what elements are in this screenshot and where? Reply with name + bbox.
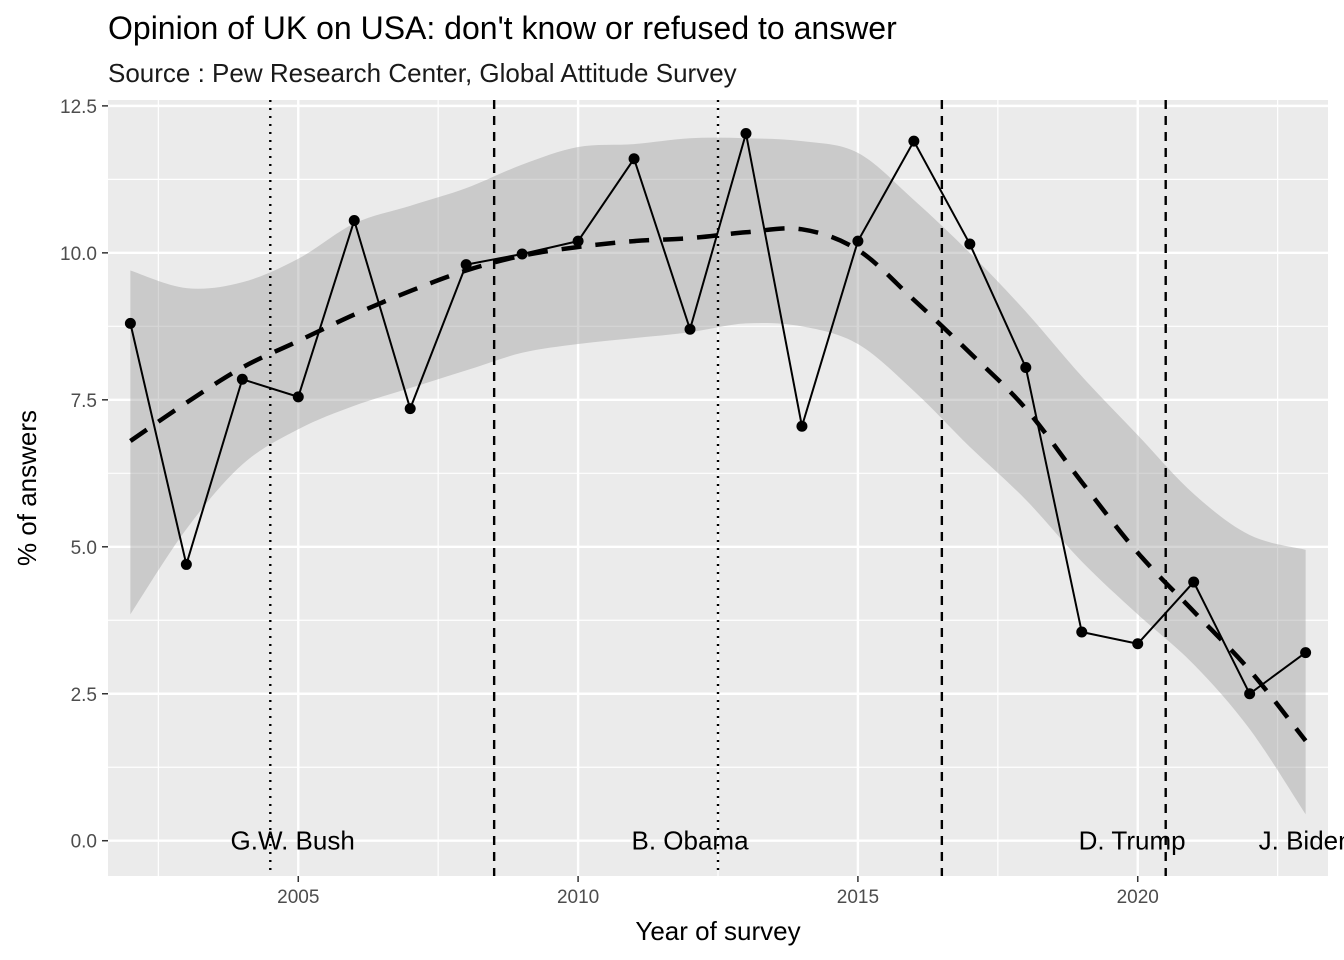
data-point [292, 391, 304, 403]
data-point [348, 215, 360, 227]
data-point [1300, 647, 1312, 659]
president-label: J. Biden [1259, 826, 1344, 856]
y-axis-ticks: 0.0 2.5 5.0 7.5 10.0 12.5 [60, 97, 108, 853]
data-points [124, 128, 1312, 700]
y-tick-label: 2.5 [71, 685, 97, 706]
x-tick-label: 2010 [557, 887, 599, 908]
y-tick-label: 5.0 [71, 538, 97, 559]
data-point [1244, 688, 1256, 700]
data-point [404, 403, 416, 415]
confidence-band-area [130, 137, 1306, 815]
data-point [460, 259, 472, 271]
president-label: B. Obama [631, 826, 749, 856]
chart-subtitle: Source : Pew Research Center, Global Att… [108, 58, 737, 88]
x-tick-label: 2020 [1117, 887, 1159, 908]
president-label: D. Trump [1079, 826, 1186, 856]
trend-line-group [129, 226, 1308, 743]
data-point [1076, 626, 1088, 638]
chart-title: Opinion of UK on USA: don't know or refu… [108, 10, 897, 46]
president-labels: G.W. Bush B. Obama D. Trump J. Biden [231, 826, 1344, 856]
data-point [1188, 576, 1200, 588]
data-point [124, 317, 136, 329]
data-point [852, 235, 864, 247]
y-tick-label: 0.0 [71, 832, 97, 853]
x-axis-ticks: 2005 2010 2015 2020 [277, 876, 1159, 908]
data-point [236, 373, 248, 385]
data-point [740, 128, 752, 140]
data-point [796, 420, 808, 432]
x-axis-title: Year of survey [635, 916, 800, 946]
data-point [180, 558, 192, 570]
y-tick-label: 10.0 [60, 244, 97, 265]
data-point [1132, 638, 1144, 650]
x-tick-label: 2005 [277, 887, 319, 908]
data-point [516, 248, 528, 260]
trend-line [129, 226, 1308, 743]
data-point [628, 153, 640, 165]
data-series [129, 133, 1307, 696]
y-tick-label: 12.5 [60, 97, 97, 118]
data-point [572, 235, 584, 247]
confidence-band [130, 137, 1306, 815]
series-line [129, 133, 1307, 696]
data-point [908, 135, 920, 147]
president-label: G.W. Bush [231, 826, 355, 856]
x-tick-label: 2015 [837, 887, 879, 908]
y-axis-title: % of answers [12, 410, 42, 566]
data-point [684, 323, 696, 335]
y-tick-label: 7.5 [71, 391, 97, 412]
data-point [964, 238, 976, 250]
data-point [1020, 361, 1032, 373]
